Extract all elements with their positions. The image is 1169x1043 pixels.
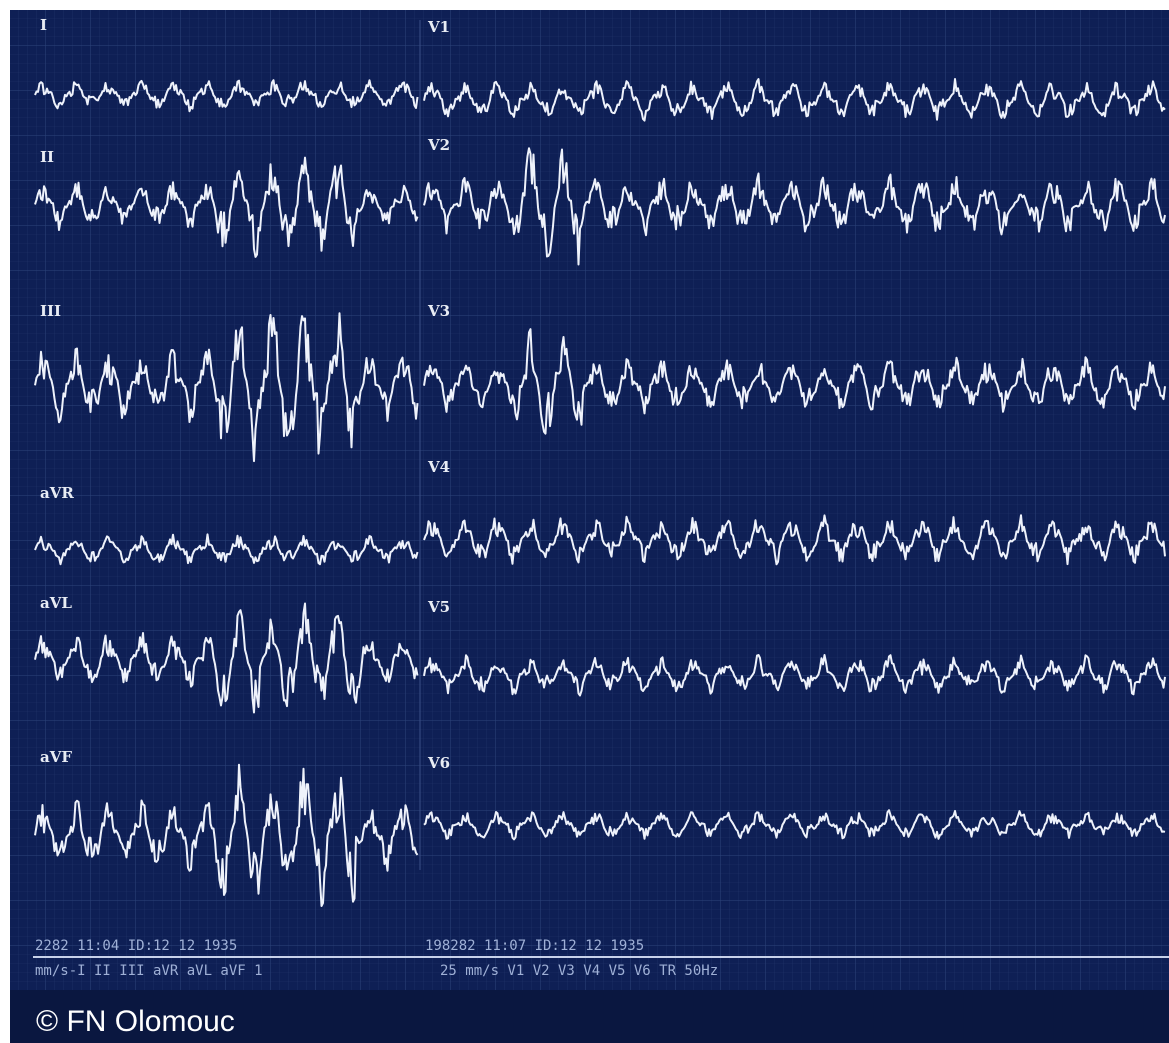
lead-label: V5 (427, 598, 450, 616)
copyright: © FN Olomouc (36, 1005, 235, 1038)
grid (10, 10, 1169, 1010)
timestamp: 2282 11:04 ID:12 12 1935 (35, 938, 237, 954)
lead-label: I (40, 16, 47, 34)
settings: mm/s-I II III aVR aVL aVF 1 (35, 963, 263, 979)
timestamp: 198282 11:07 ID:12 12 1935 (425, 938, 644, 954)
lead-label: V3 (427, 302, 450, 320)
lead-label: V6 (427, 754, 450, 772)
lead-label: V2 (427, 136, 450, 154)
settings: 25 mm/s V1 V2 V3 V4 V5 V6 TR 50Hz (440, 963, 718, 979)
lead-label: aVF (40, 748, 72, 766)
lead-label: V1 (427, 18, 450, 36)
lead-label: V4 (427, 458, 450, 476)
lead-label: aVL (40, 594, 72, 612)
ecg-screen: 2282 11:04 ID:12 12 1935 198282 11:07 ID… (0, 0, 1169, 1043)
lead-label: II (40, 148, 54, 166)
lead-label: aVR (40, 484, 74, 502)
lead-label: III (40, 302, 61, 320)
